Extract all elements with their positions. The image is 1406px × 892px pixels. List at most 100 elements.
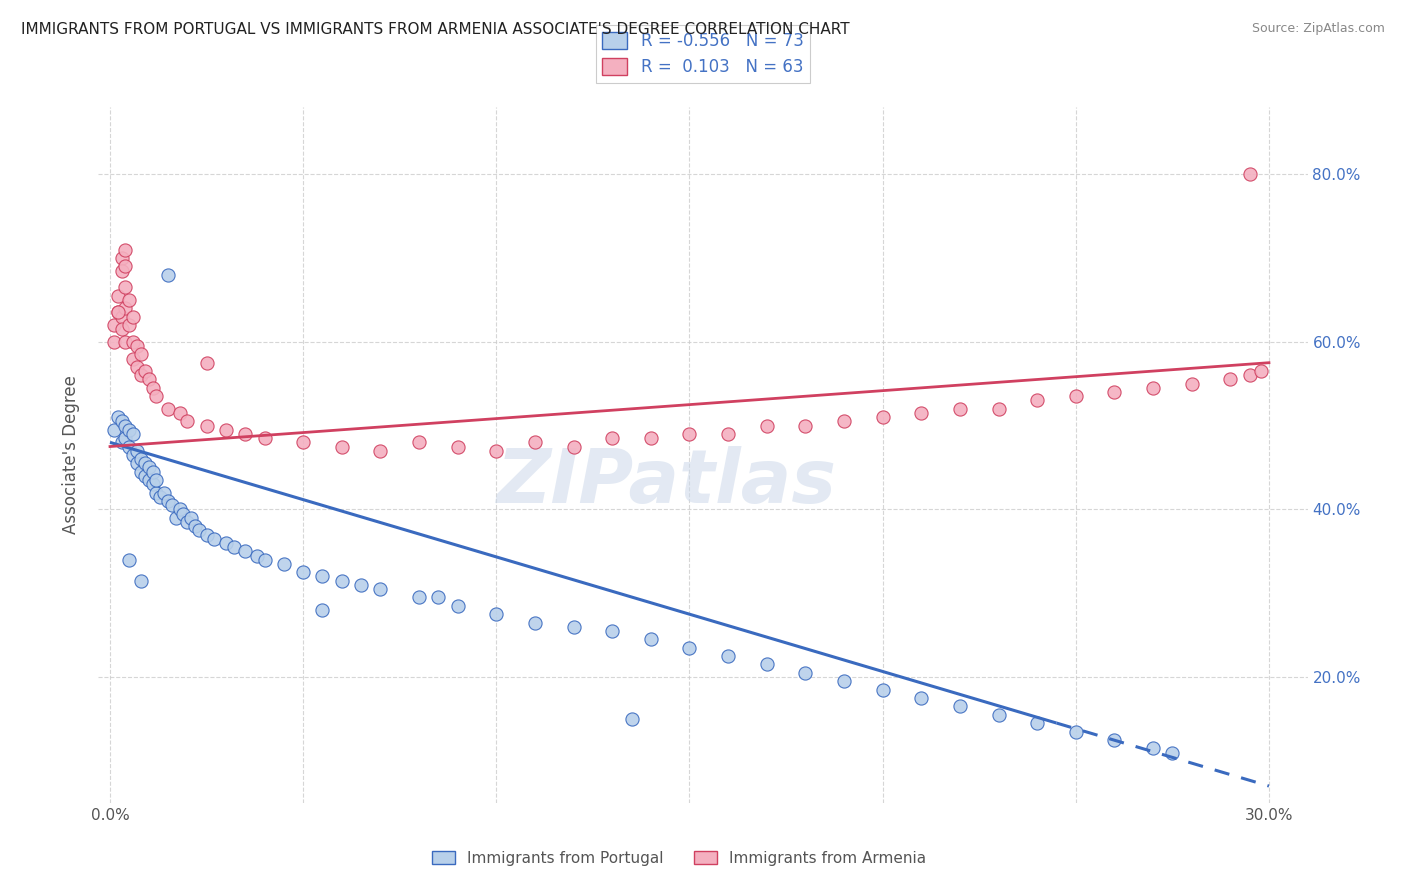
Point <box>176 515 198 529</box>
Point <box>330 440 353 454</box>
Point <box>141 477 163 491</box>
Point <box>134 456 156 470</box>
Point <box>118 318 141 332</box>
Point <box>110 322 132 336</box>
Point <box>408 435 430 450</box>
Point <box>138 372 160 386</box>
Point <box>678 427 700 442</box>
Point <box>125 359 148 374</box>
Point <box>987 401 1010 416</box>
Point <box>110 263 132 277</box>
Point <box>246 549 269 563</box>
Point <box>370 582 392 596</box>
Point <box>141 465 163 479</box>
Point <box>794 665 817 680</box>
Point <box>910 691 932 706</box>
Point <box>129 347 152 361</box>
Point <box>202 532 225 546</box>
Point <box>640 632 662 647</box>
Point <box>1104 733 1126 747</box>
Point <box>169 502 191 516</box>
Point <box>114 431 136 445</box>
Point <box>233 544 256 558</box>
Point <box>408 591 430 605</box>
Point <box>215 536 238 550</box>
Point <box>145 389 167 403</box>
Point <box>107 410 129 425</box>
Point <box>1250 364 1272 378</box>
Point <box>600 624 623 638</box>
Point <box>1104 385 1126 400</box>
Point <box>122 448 145 462</box>
Point <box>114 301 136 316</box>
Point <box>134 364 156 378</box>
Point <box>156 268 179 282</box>
Point <box>1026 716 1049 731</box>
Point <box>1142 741 1164 756</box>
Point <box>103 318 125 332</box>
Point <box>122 351 145 366</box>
Point <box>114 418 136 433</box>
Point <box>523 615 546 630</box>
Point <box>717 427 740 442</box>
Point <box>125 339 148 353</box>
Point <box>149 490 172 504</box>
Point <box>195 418 218 433</box>
Point <box>447 440 470 454</box>
Point <box>125 456 148 470</box>
Point <box>129 368 152 383</box>
Point <box>114 280 136 294</box>
Text: ZIPatlas: ZIPatlas <box>496 446 837 519</box>
Point <box>1161 746 1184 760</box>
Point <box>180 510 202 524</box>
Point <box>129 465 152 479</box>
Point <box>195 356 218 370</box>
Point <box>138 473 160 487</box>
Point <box>1239 368 1261 383</box>
Point <box>110 251 132 265</box>
Point <box>832 674 855 689</box>
Point <box>103 334 125 349</box>
Point <box>832 414 855 428</box>
Point <box>292 435 315 450</box>
Point <box>427 591 450 605</box>
Point <box>1239 167 1261 181</box>
Point <box>600 431 623 445</box>
Point <box>114 260 136 274</box>
Point <box>107 288 129 302</box>
Point <box>794 418 817 433</box>
Point <box>273 557 295 571</box>
Point <box>187 524 209 538</box>
Point <box>110 435 132 450</box>
Point <box>1026 393 1049 408</box>
Point <box>1219 372 1241 386</box>
Point <box>122 427 145 442</box>
Point <box>215 423 238 437</box>
Point <box>145 485 167 500</box>
Point <box>172 507 194 521</box>
Point <box>176 414 198 428</box>
Point <box>195 527 218 541</box>
Point <box>678 640 700 655</box>
Point <box>987 707 1010 722</box>
Point <box>118 423 141 437</box>
Point <box>1064 389 1087 403</box>
Point <box>1064 724 1087 739</box>
Point <box>949 401 972 416</box>
Point <box>755 657 778 672</box>
Point <box>122 334 145 349</box>
Point <box>872 410 894 425</box>
Point <box>110 310 132 324</box>
Point <box>949 699 972 714</box>
Point <box>562 440 585 454</box>
Point <box>129 574 152 588</box>
Point <box>872 682 894 697</box>
Point <box>910 406 932 420</box>
Point <box>1181 376 1204 391</box>
Point <box>110 414 132 428</box>
Point <box>370 443 392 458</box>
Point <box>311 569 333 583</box>
Point <box>620 712 643 726</box>
Point <box>103 423 125 437</box>
Point <box>107 305 129 319</box>
